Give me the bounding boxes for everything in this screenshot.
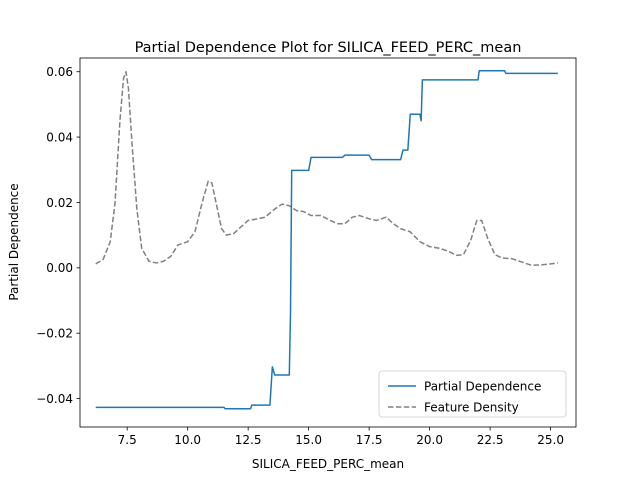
legend-label: Partial Dependence bbox=[424, 379, 541, 393]
y-axis-label: Partial Dependence bbox=[7, 183, 21, 300]
legend: Partial Dependence Feature Density bbox=[378, 370, 567, 418]
x-tick-label: 10.0 bbox=[174, 433, 201, 447]
y-tick-label: −0.04 bbox=[36, 392, 73, 406]
legend-box bbox=[378, 370, 567, 418]
x-tick-label: 15.0 bbox=[295, 433, 322, 447]
y-tick-label: 0.06 bbox=[46, 65, 73, 79]
axes-frame bbox=[79, 57, 577, 428]
series-line-partial-dependence bbox=[95, 70, 558, 410]
y-tick-label: −0.02 bbox=[36, 326, 73, 340]
y-tick-label: 0.02 bbox=[46, 196, 73, 210]
series-line-feature-density bbox=[95, 70, 558, 266]
axes: 7.5 10.0 12.5 15.0 17.5 20.0 22.5 25.0 −0.04 −0.0… bbox=[36, 57, 577, 447]
x-tick-label: 7.5 bbox=[118, 433, 137, 447]
x-tick-label: 12.5 bbox=[235, 433, 262, 447]
x-axis-label: SILICA_FEED_PERC_mean bbox=[252, 457, 404, 471]
legend-label: Feature Density bbox=[424, 400, 519, 414]
plot-area bbox=[95, 70, 558, 410]
y-tick-label: 0.04 bbox=[46, 130, 73, 144]
x-tick-label: 17.5 bbox=[356, 433, 383, 447]
x-tick-label: 20.0 bbox=[416, 433, 443, 447]
chart-title: Partial Dependence Plot for SILICA_FEED_… bbox=[135, 40, 522, 56]
x-tick-label: 22.5 bbox=[477, 433, 504, 447]
x-tick-label: 25.0 bbox=[537, 433, 564, 447]
y-tick-label: 0.00 bbox=[46, 261, 73, 275]
